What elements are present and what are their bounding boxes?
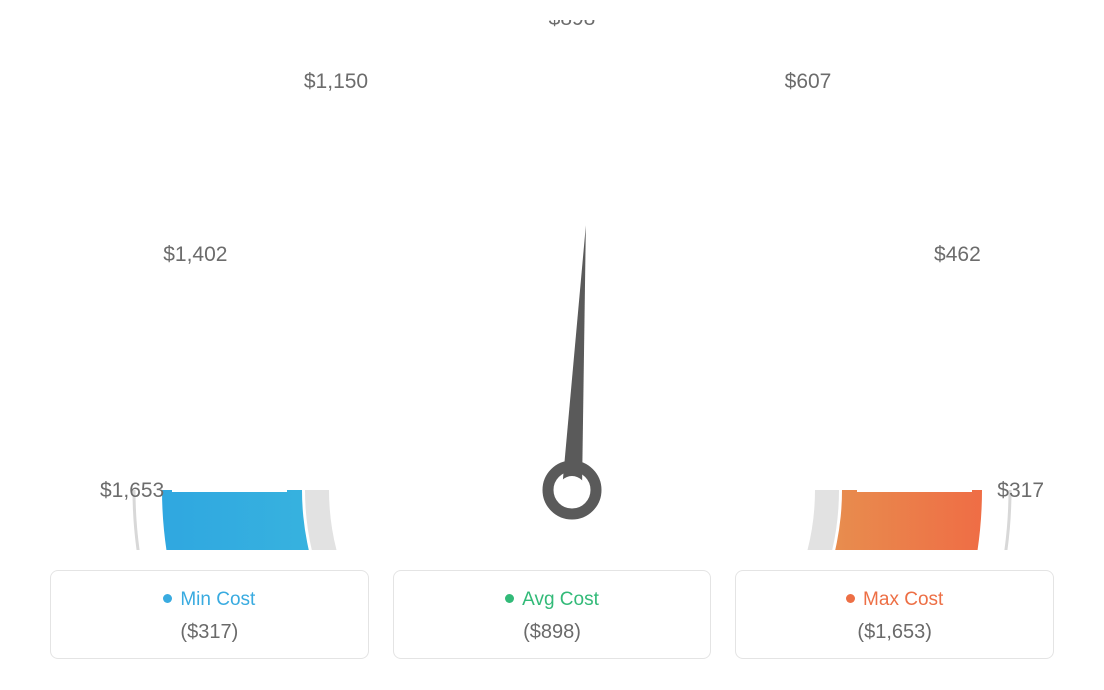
gauge-tick-minor bbox=[920, 386, 959, 396]
gauge-tick-minor bbox=[827, 207, 855, 235]
legend-min-value: ($317) bbox=[61, 621, 358, 644]
legend-row: Min Cost ($317) Avg Cost ($898) Max Cost… bbox=[20, 570, 1084, 659]
legend-card-max: Max Cost ($1,653) bbox=[735, 570, 1054, 659]
gauge-tick-minor bbox=[186, 386, 225, 396]
gauge-tick-major bbox=[819, 290, 919, 348]
gauge-tick-minor bbox=[468, 104, 478, 143]
gauge-chart: $317 $462 $607 $898 $1,150 $1,402 $1,653 bbox=[20, 20, 1084, 550]
legend-min-label: Min Cost bbox=[61, 589, 358, 611]
legend-avg-value: ($898) bbox=[404, 621, 701, 644]
gauge-needle-hub-hole bbox=[558, 476, 586, 504]
gauge-scale-label: $462 bbox=[934, 243, 981, 266]
gauge-tick-major bbox=[715, 144, 773, 244]
gauge-scale-label: $317 bbox=[997, 479, 1044, 502]
gauge-scale-label: $898 bbox=[549, 20, 596, 30]
cost-gauge-widget: $317 $462 $607 $898 $1,150 $1,402 $1,653 Min C… bbox=[0, 0, 1104, 690]
gauge-needle bbox=[562, 225, 586, 490]
gauge-svg: $317 $462 $607 $898 $1,150 $1,402 $1,653 bbox=[20, 20, 1104, 550]
legend-card-min: Min Cost ($317) bbox=[50, 570, 369, 659]
legend-max-label: Max Cost bbox=[746, 589, 1043, 611]
gauge-tick-major bbox=[372, 144, 430, 244]
gauge-scale-label: $1,653 bbox=[100, 479, 164, 502]
gauge-scale-label: $1,150 bbox=[304, 70, 368, 93]
gauge-tick-minor bbox=[289, 207, 317, 235]
gauge-tick-major bbox=[226, 290, 326, 348]
gauge-tick-minor bbox=[665, 104, 675, 143]
gauge-scale-label: $1,402 bbox=[163, 243, 227, 266]
legend-max-value: ($1,653) bbox=[746, 621, 1043, 644]
legend-avg-label: Avg Cost bbox=[404, 589, 701, 611]
gauge-scale-label: $607 bbox=[785, 70, 832, 93]
legend-card-avg: Avg Cost ($898) bbox=[393, 570, 712, 659]
